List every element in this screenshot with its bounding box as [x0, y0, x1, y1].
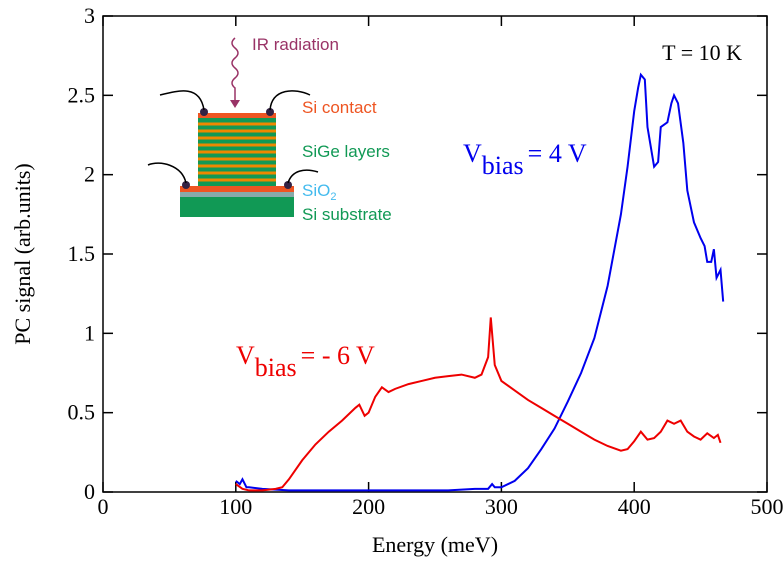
inset-label: SiO2 [302, 181, 336, 203]
base-contact [180, 186, 294, 192]
label-part: V [463, 139, 482, 168]
y-axis-label: PC signal (arb.units) [10, 163, 35, 345]
ir-arrow [231, 37, 239, 100]
label-sub: 2 [330, 191, 336, 203]
x-axis-label: Energy (meV) [372, 532, 498, 557]
annotation: Vbias = 4 V [463, 139, 587, 180]
y-tick-label: 2 [84, 162, 95, 187]
arrow-head [230, 100, 240, 108]
inset-label: IR radiation [252, 35, 339, 54]
inset-diagram: IR radiation Si contact SiGe layers SiO2… [147, 35, 392, 224]
x-tick-label: 300 [485, 494, 518, 519]
label-part: SiO [302, 181, 330, 200]
annotation: Vbias = - 6 V [236, 341, 375, 382]
label-sub: bias [482, 151, 524, 180]
series-line [235, 72, 725, 492]
top-contact [198, 113, 276, 118]
x-tick-label: 200 [352, 494, 385, 519]
substrate [180, 197, 294, 217]
label-sub: bias [255, 353, 297, 382]
wires [147, 90, 319, 184]
y-tick-label: 0 [84, 479, 95, 504]
oxide [180, 192, 294, 197]
inset-label: Si substrate [302, 205, 392, 224]
x-tick-label: 100 [219, 494, 252, 519]
annotation: T = 10 K [662, 40, 742, 65]
y-tick-label: 1 [84, 320, 95, 345]
y-tick-label: 2.5 [68, 82, 96, 107]
y-tick-label: 0.5 [68, 400, 96, 425]
x-tick-label: 500 [751, 494, 784, 519]
x-tick-label: 0 [98, 494, 109, 519]
x-tick-label: 400 [618, 494, 651, 519]
label-part: = - 6 V [301, 341, 375, 370]
sige-stripes [198, 122, 276, 182]
label-part: = 4 V [528, 139, 587, 168]
inset-label: Si contact [302, 98, 377, 117]
series-line [235, 317, 722, 492]
y-tick-label: 1.5 [68, 241, 96, 266]
inset-label: SiGe layers [302, 142, 390, 161]
label-part: V [236, 341, 255, 370]
y-tick-label: 3 [84, 3, 95, 28]
bond-pads [182, 108, 292, 189]
